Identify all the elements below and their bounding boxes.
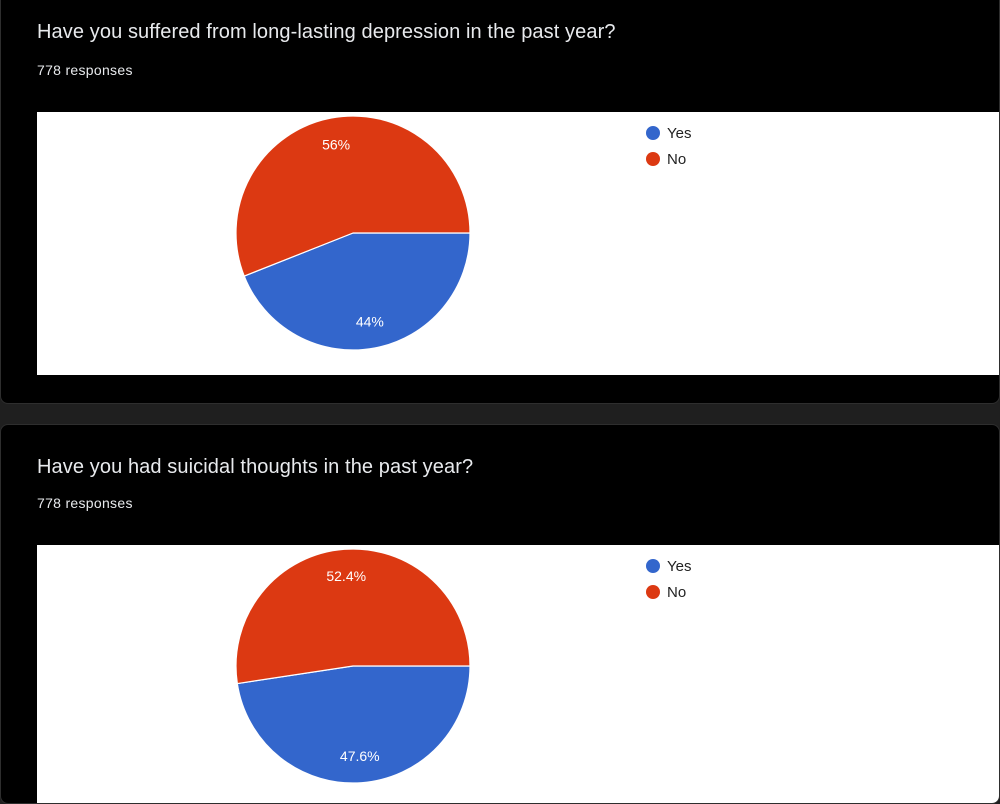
question-title: Have you had suicidal thoughts in the pa… bbox=[37, 456, 474, 478]
legend-label-no: No bbox=[667, 151, 686, 168]
slice-label-yes: 44% bbox=[356, 313, 384, 329]
legend-label-yes: Yes bbox=[667, 558, 691, 575]
legend-swatch-yes bbox=[646, 559, 660, 573]
question-card-suicidal-thoughts: Have you had suicidal thoughts in the pa… bbox=[0, 424, 1000, 804]
pie-chart-panel: 47.6% 52.4% Yes No bbox=[37, 545, 999, 803]
question-card-depression: Have you suffered from long-lasting depr… bbox=[0, 0, 1000, 404]
legend-label-yes: Yes bbox=[667, 125, 691, 142]
legend-swatch-no bbox=[646, 152, 660, 166]
legend-swatch-yes bbox=[646, 126, 660, 140]
slice-label-no: 56% bbox=[322, 137, 350, 153]
legend-swatch-no bbox=[646, 585, 660, 599]
slice-label-no: 52.4% bbox=[326, 568, 366, 584]
question-title: Have you suffered from long-lasting depr… bbox=[37, 21, 616, 43]
pie-slice-no bbox=[235, 548, 471, 685]
response-count: 778 responses bbox=[37, 495, 133, 511]
pie-slice-yes bbox=[243, 232, 471, 351]
legend-label-no: No bbox=[667, 584, 686, 601]
pie-chart-panel: 44% 56% Yes No bbox=[37, 112, 999, 375]
pie-chart: 47.6% 52.4% Yes No bbox=[235, 548, 691, 784]
slice-label-yes: 47.6% bbox=[340, 748, 380, 764]
pie-chart: 44% 56% Yes No bbox=[235, 115, 691, 351]
pie-slice-no bbox=[235, 115, 471, 277]
response-count: 778 responses bbox=[37, 62, 133, 78]
pie-slice-yes bbox=[236, 665, 471, 784]
